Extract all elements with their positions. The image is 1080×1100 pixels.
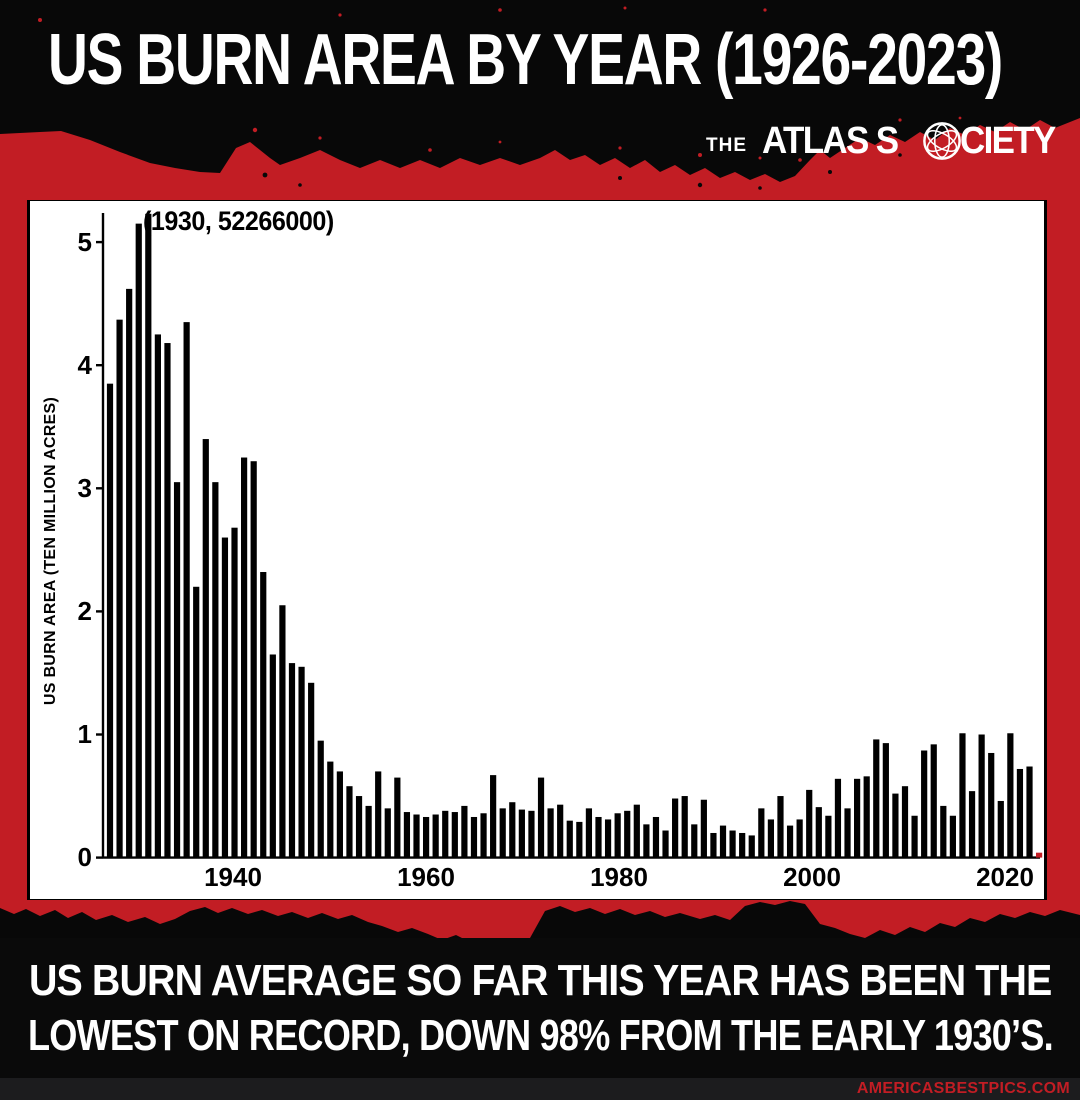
svg-text:US BURN AREA (TEN MILLION ACRE: US BURN AREA (TEN MILLION ACRES)	[42, 397, 59, 705]
svg-text:0: 0	[78, 842, 92, 872]
svg-text:1980: 1980	[590, 862, 648, 892]
svg-text:1960: 1960	[397, 862, 455, 892]
svg-text:3: 3	[78, 473, 92, 503]
svg-text:(1930, 52266000): (1930, 52266000)	[143, 205, 334, 236]
svg-text:2020: 2020	[976, 862, 1034, 892]
svg-text:1: 1	[78, 719, 92, 749]
svg-text:5: 5	[78, 227, 92, 257]
svg-text:1940: 1940	[204, 862, 262, 892]
svg-text:4: 4	[78, 350, 93, 380]
svg-text:2000: 2000	[783, 862, 841, 892]
svg-text:2: 2	[78, 596, 92, 626]
